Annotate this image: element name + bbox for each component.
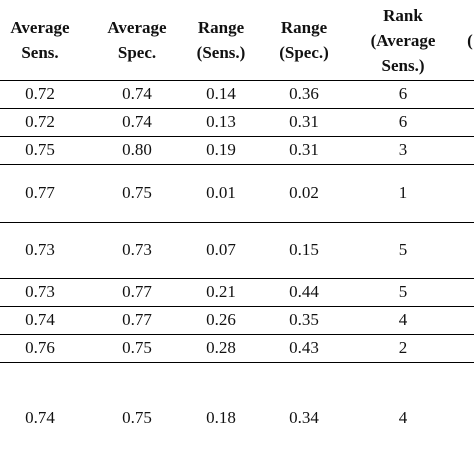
table-cell: 0.75 — [122, 408, 152, 427]
table-cell: 1 — [398, 183, 408, 202]
table-cell: 0.77 — [25, 183, 55, 202]
table-cell: 4 — [398, 310, 408, 329]
table-cell: 0.77 — [122, 310, 152, 329]
column-header: Range (Spec.) — [254, 0, 354, 80]
header-line: (Spec.) — [279, 43, 329, 62]
table-cell: 0.80 — [122, 140, 152, 159]
header-line: Spec. — [117, 43, 157, 62]
table-cell: 0.73 — [25, 282, 55, 301]
table-cell: 0.21 — [206, 282, 236, 301]
table-cell: 0.07 — [206, 240, 236, 259]
table-cell: 5 — [398, 240, 408, 259]
table-cell: 0.73 — [25, 240, 55, 259]
table-cell: 0.36 — [289, 84, 319, 103]
table-cell: 0.44 — [289, 282, 319, 301]
header-line: Range — [280, 18, 328, 37]
table-cell: 0.74 — [25, 408, 55, 427]
header-line: Sens. — [21, 43, 59, 62]
table-cell: 0.18 — [206, 408, 236, 427]
row-border — [0, 222, 474, 223]
header-line: Average — [10, 18, 70, 37]
header-line: ( — [467, 30, 473, 50]
header-line: Average — [107, 18, 167, 37]
row-border — [0, 164, 474, 165]
table-cell: 0.72 — [25, 112, 55, 131]
column-header: Rank (Average Sens.) — [353, 0, 453, 80]
row-border — [0, 306, 474, 307]
table-cell: 0.35 — [289, 310, 319, 329]
table-cell: 0.72 — [25, 84, 55, 103]
table-cell: 0.15 — [289, 240, 319, 259]
table-cell: 0.02 — [289, 183, 319, 202]
table-cell: 0.73 — [122, 240, 152, 259]
row-border — [0, 278, 474, 279]
table-cell: 3 — [398, 140, 408, 159]
header-line: Rank — [383, 5, 423, 25]
table-cell: 0.77 — [122, 282, 152, 301]
table-cell: 0.75 — [25, 140, 55, 159]
table-cell: 0.75 — [122, 338, 152, 357]
table-cell: 0.31 — [289, 140, 319, 159]
table-cell: 0.19 — [206, 140, 236, 159]
table-cell: 0.74 — [122, 112, 152, 131]
row-border — [0, 80, 474, 81]
table-cell: 0.75 — [122, 183, 152, 202]
header-line: Range — [197, 18, 245, 37]
row-border — [0, 362, 474, 363]
column-header: Average Sens. — [0, 0, 90, 80]
table-cell: 0.31 — [289, 112, 319, 131]
table-cell: 4 — [398, 408, 408, 427]
table-cell: 0.76 — [25, 338, 55, 357]
table-cell: 0.01 — [206, 183, 236, 202]
header-line: Sens.) — [381, 55, 425, 75]
table-cell: 0.26 — [206, 310, 236, 329]
table-cell: 5 — [398, 282, 408, 301]
table-cell: 2 — [398, 338, 408, 357]
table-cell: 0.13 — [206, 112, 236, 131]
table-cell: 0.14 — [206, 84, 236, 103]
table-cell: 0.74 — [25, 310, 55, 329]
column-header: Range (Sens.) — [171, 0, 271, 80]
column-header: Average Spec. — [87, 0, 187, 80]
table-cell: 0.34 — [289, 408, 319, 427]
table-cell: 6 — [398, 84, 408, 103]
column-header: ( — [420, 0, 474, 80]
table-cell: 0.28 — [206, 338, 236, 357]
header-line: (Average — [370, 30, 436, 50]
row-border — [0, 108, 474, 109]
row-border — [0, 334, 474, 335]
table-cell: 6 — [398, 112, 408, 131]
table-cell: 0.74 — [122, 84, 152, 103]
header-line: (Sens.) — [196, 43, 246, 62]
row-border — [0, 136, 474, 137]
table-cell: 0.43 — [289, 338, 319, 357]
